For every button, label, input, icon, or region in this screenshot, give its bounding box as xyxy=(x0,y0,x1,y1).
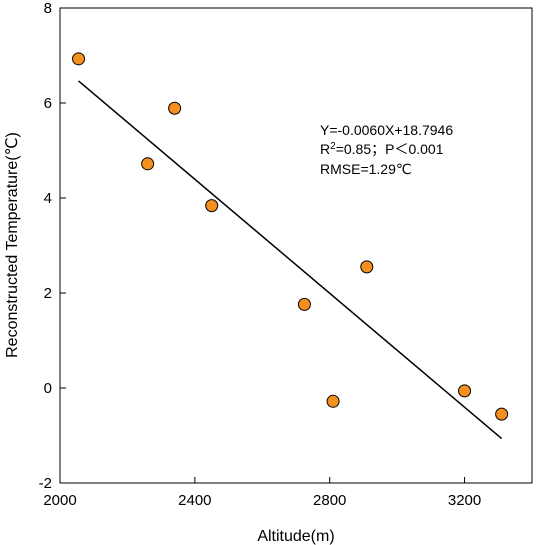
y-tick-label: 0 xyxy=(44,380,52,397)
y-tick-label: 2 xyxy=(44,285,52,302)
data-point xyxy=(205,199,219,213)
x-axis: 2000 2400 2800 3200 xyxy=(43,477,481,509)
regression-line xyxy=(78,80,503,440)
data-points xyxy=(72,52,509,421)
equation-label: Y=-0.0060X+18.7946 xyxy=(320,122,453,138)
r2-superscript: 2 xyxy=(330,141,336,152)
data-point xyxy=(326,394,340,408)
data-point xyxy=(495,407,509,421)
y-tick-label: 6 xyxy=(44,95,52,112)
data-point xyxy=(297,297,311,311)
y-tick-label: 4 xyxy=(44,190,52,207)
plot-frame xyxy=(59,7,533,484)
x-tick-label: 2400 xyxy=(178,492,211,509)
y-axis: -2 0 2 4 6 8 xyxy=(39,0,66,492)
data-point xyxy=(458,384,472,398)
data-point xyxy=(168,101,182,115)
x-tick-label: 2000 xyxy=(43,492,76,509)
y-tick-label: -2 xyxy=(39,475,52,492)
data-point xyxy=(141,157,155,171)
r2-label: R2=0.85；P＜0.001 xyxy=(320,141,444,159)
y-tick-label: 8 xyxy=(44,0,52,17)
rmse-label: RMSE=1.29℃ xyxy=(320,161,412,177)
y-axis-title: Reconstructed Temperature(℃) xyxy=(4,132,21,358)
x-axis-title: Altitude(m) xyxy=(257,528,334,545)
x-tick-label: 2800 xyxy=(313,492,346,509)
data-point xyxy=(360,260,374,274)
x-tick-label: 3200 xyxy=(448,492,481,509)
data-point xyxy=(72,52,86,66)
